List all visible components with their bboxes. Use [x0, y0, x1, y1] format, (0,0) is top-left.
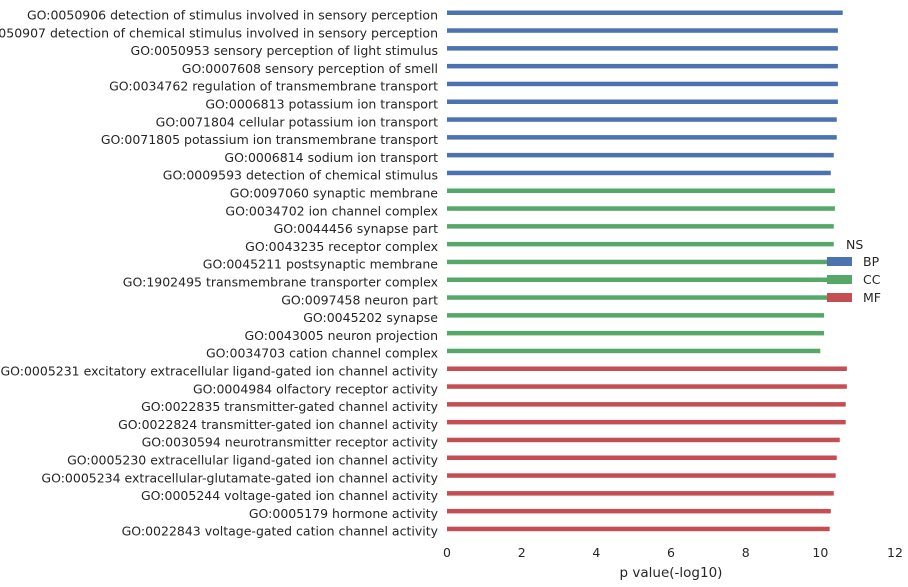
category-label: GO:0050907 detection of chemical stimulu… [0, 25, 438, 40]
category-label: GO:0004984 olfactory receptor activity [193, 381, 439, 396]
bar-cc [447, 241, 834, 247]
category-labels: GO:0050906 detection of stimulus involve… [0, 8, 439, 539]
x-tick-label: 2 [518, 545, 526, 560]
bars-group [447, 10, 847, 532]
category-label: GO:0005179 hormone activity [249, 506, 439, 521]
bar-mf [447, 437, 840, 443]
category-label: GO:0022843 voltage-gated cation channel … [122, 524, 439, 539]
bar-mf [447, 402, 846, 407]
category-label: GO:0034702 ion channel complex [225, 203, 438, 218]
bar-bp [447, 99, 838, 104]
category-label: GO:0043005 neuron projection [244, 328, 438, 343]
bar-cc [447, 188, 835, 193]
x-tick-label: 8 [742, 545, 750, 560]
bar-mf [447, 366, 847, 371]
bar-bp [447, 10, 843, 15]
category-label: GO:1902495 transmembrane transporter com… [123, 275, 438, 290]
bar-mf [447, 419, 846, 425]
category-label: GO:0097458 neuron part [281, 292, 438, 307]
category-label: GO:0006813 potassium ion transport [205, 97, 438, 112]
category-label: GO:0050953 sensory perception of light s… [131, 43, 438, 58]
category-label: GO:0022824 transmitter-gated ion channel… [118, 417, 439, 432]
bar-mf [447, 508, 831, 514]
bar-cc [447, 224, 834, 229]
x-tick-label: 6 [667, 545, 675, 560]
bar-cc [447, 277, 831, 282]
category-label: GO:0009593 detection of chemical stimulu… [163, 168, 438, 183]
category-label: GO:0007608 sensory perception of smell [182, 61, 438, 76]
category-label: GO:0030594 neurotransmitter receptor act… [142, 435, 439, 450]
bar-cc [447, 330, 825, 336]
category-label: GO:0034703 cation channel complex [206, 346, 438, 361]
bar-bp [447, 152, 834, 158]
legend-title: NS [846, 237, 863, 252]
bar-bp [447, 117, 837, 122]
category-label: GO:0005231 excitatory extracellular liga… [0, 364, 438, 379]
x-tick-label: 0 [443, 545, 451, 560]
legend-swatch-bp [827, 257, 852, 266]
category-label: GO:0006814 sodium ion transport [224, 150, 438, 165]
category-label: GO:0045202 synapse [303, 310, 438, 325]
category-label: GO:0045211 postsynaptic membrane [203, 257, 439, 272]
category-label: GO:0044456 synapse part [274, 221, 438, 236]
bar-cc [447, 259, 833, 265]
bar-mf [447, 455, 837, 460]
category-label: GO:0050906 detection of stimulus involve… [27, 8, 438, 23]
bar-mf [447, 384, 847, 389]
x-tick-label: 12 [887, 545, 903, 560]
bar-mf [447, 491, 834, 496]
bar-bp [447, 28, 838, 33]
legend-swatch-cc [827, 275, 852, 284]
category-label: GO:0005230 extracellular ligand-gated io… [67, 453, 439, 468]
category-label: GO:0022835 transmitter-gated channel act… [141, 399, 438, 414]
bar-mf [447, 473, 836, 478]
bar-cc [447, 206, 835, 211]
x-tick-label: 4 [592, 545, 600, 560]
bar-bp [447, 63, 838, 69]
x-tick-label: 10 [812, 545, 828, 560]
bar-bp [447, 170, 831, 176]
bar-cc [447, 313, 825, 318]
legend-swatch-mf [827, 293, 852, 302]
category-label: GO:0005244 voltage-gated ion channel act… [141, 488, 439, 503]
category-label: GO:0043235 receptor complex [245, 239, 438, 254]
bar-mf [447, 526, 830, 532]
bar-bp [447, 46, 838, 51]
legend-label-mf: MF [863, 290, 881, 305]
category-label: GO:0005234 extracellular-glutamate-gated… [41, 470, 438, 485]
legend: NS BP CC MF [827, 237, 881, 305]
category-label: GO:0071804 cellular potassium ion transp… [156, 114, 438, 129]
bar-cc [447, 348, 821, 354]
x-axis-title: p value(-log10) [620, 565, 723, 581]
category-label: GO:0034762 regulation of transmembrane t… [109, 79, 438, 94]
bar-cc [447, 295, 828, 300]
bar-bp [447, 135, 837, 140]
legend-label-bp: BP [863, 254, 880, 269]
category-label: GO:0097060 synaptic membrane [230, 186, 439, 201]
category-label: GO:0071805 potassium ion transmembrane t… [101, 132, 438, 147]
bar-bp [447, 81, 838, 87]
legend-label-cc: CC [863, 272, 881, 287]
x-axis-ticks: 0 2 4 6 8 10 12 [443, 545, 903, 560]
